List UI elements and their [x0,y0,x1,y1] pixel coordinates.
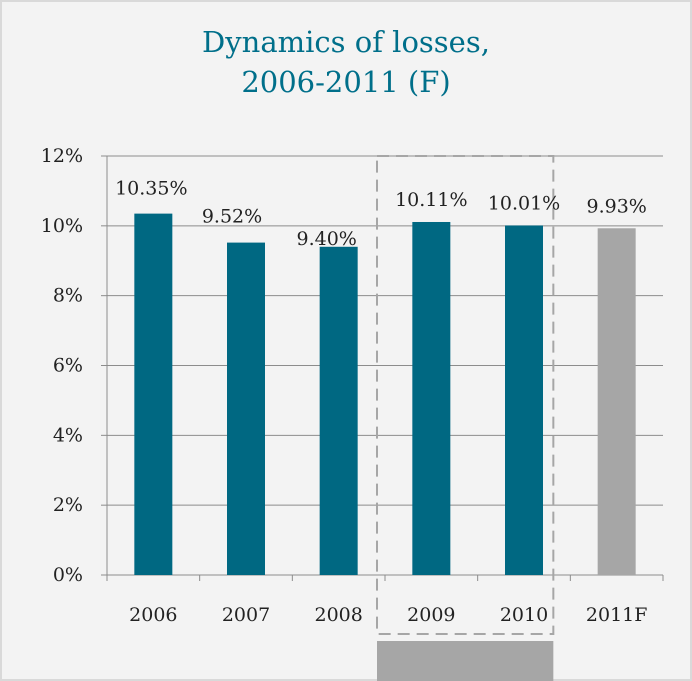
x-tick-label: 2006 [129,604,177,626]
chart-title-line-1: Dynamics of losses, [202,25,490,59]
bar-2010 [505,225,543,575]
y-tick-label: 4% [53,424,83,446]
data-label: 10.01% [488,192,560,214]
highlight-box-tab [377,641,554,681]
y-tick-label: 10% [41,215,83,237]
x-tick-label: 2011F [586,604,648,626]
bar-2011F [597,228,636,575]
bar-2006 [134,213,173,576]
data-label: 9.93% [586,195,646,217]
y-tick-label: 0% [53,564,83,586]
highlight-box [376,155,555,635]
data-label: 9.52% [202,206,262,228]
bar-2009 [412,221,451,575]
y-tick-label: 6% [53,355,83,377]
data-label: 10.35% [115,178,187,200]
y-tick-label: 2% [53,494,83,516]
y-tick-label: 8% [53,285,83,307]
data-label: 10.11% [395,189,467,211]
x-tick-label: 2007 [222,604,270,626]
x-tick-label: 2009 [407,604,455,626]
bar-2008 [319,246,358,576]
chart-title-line-2: 2006-2011 (F) [241,65,451,99]
bar-2007 [227,242,265,576]
y-tick-label: 12% [41,145,83,167]
data-label: 9.40% [296,228,356,250]
x-tick-label: 2008 [314,604,362,626]
x-tick-label: 2010 [500,604,548,626]
